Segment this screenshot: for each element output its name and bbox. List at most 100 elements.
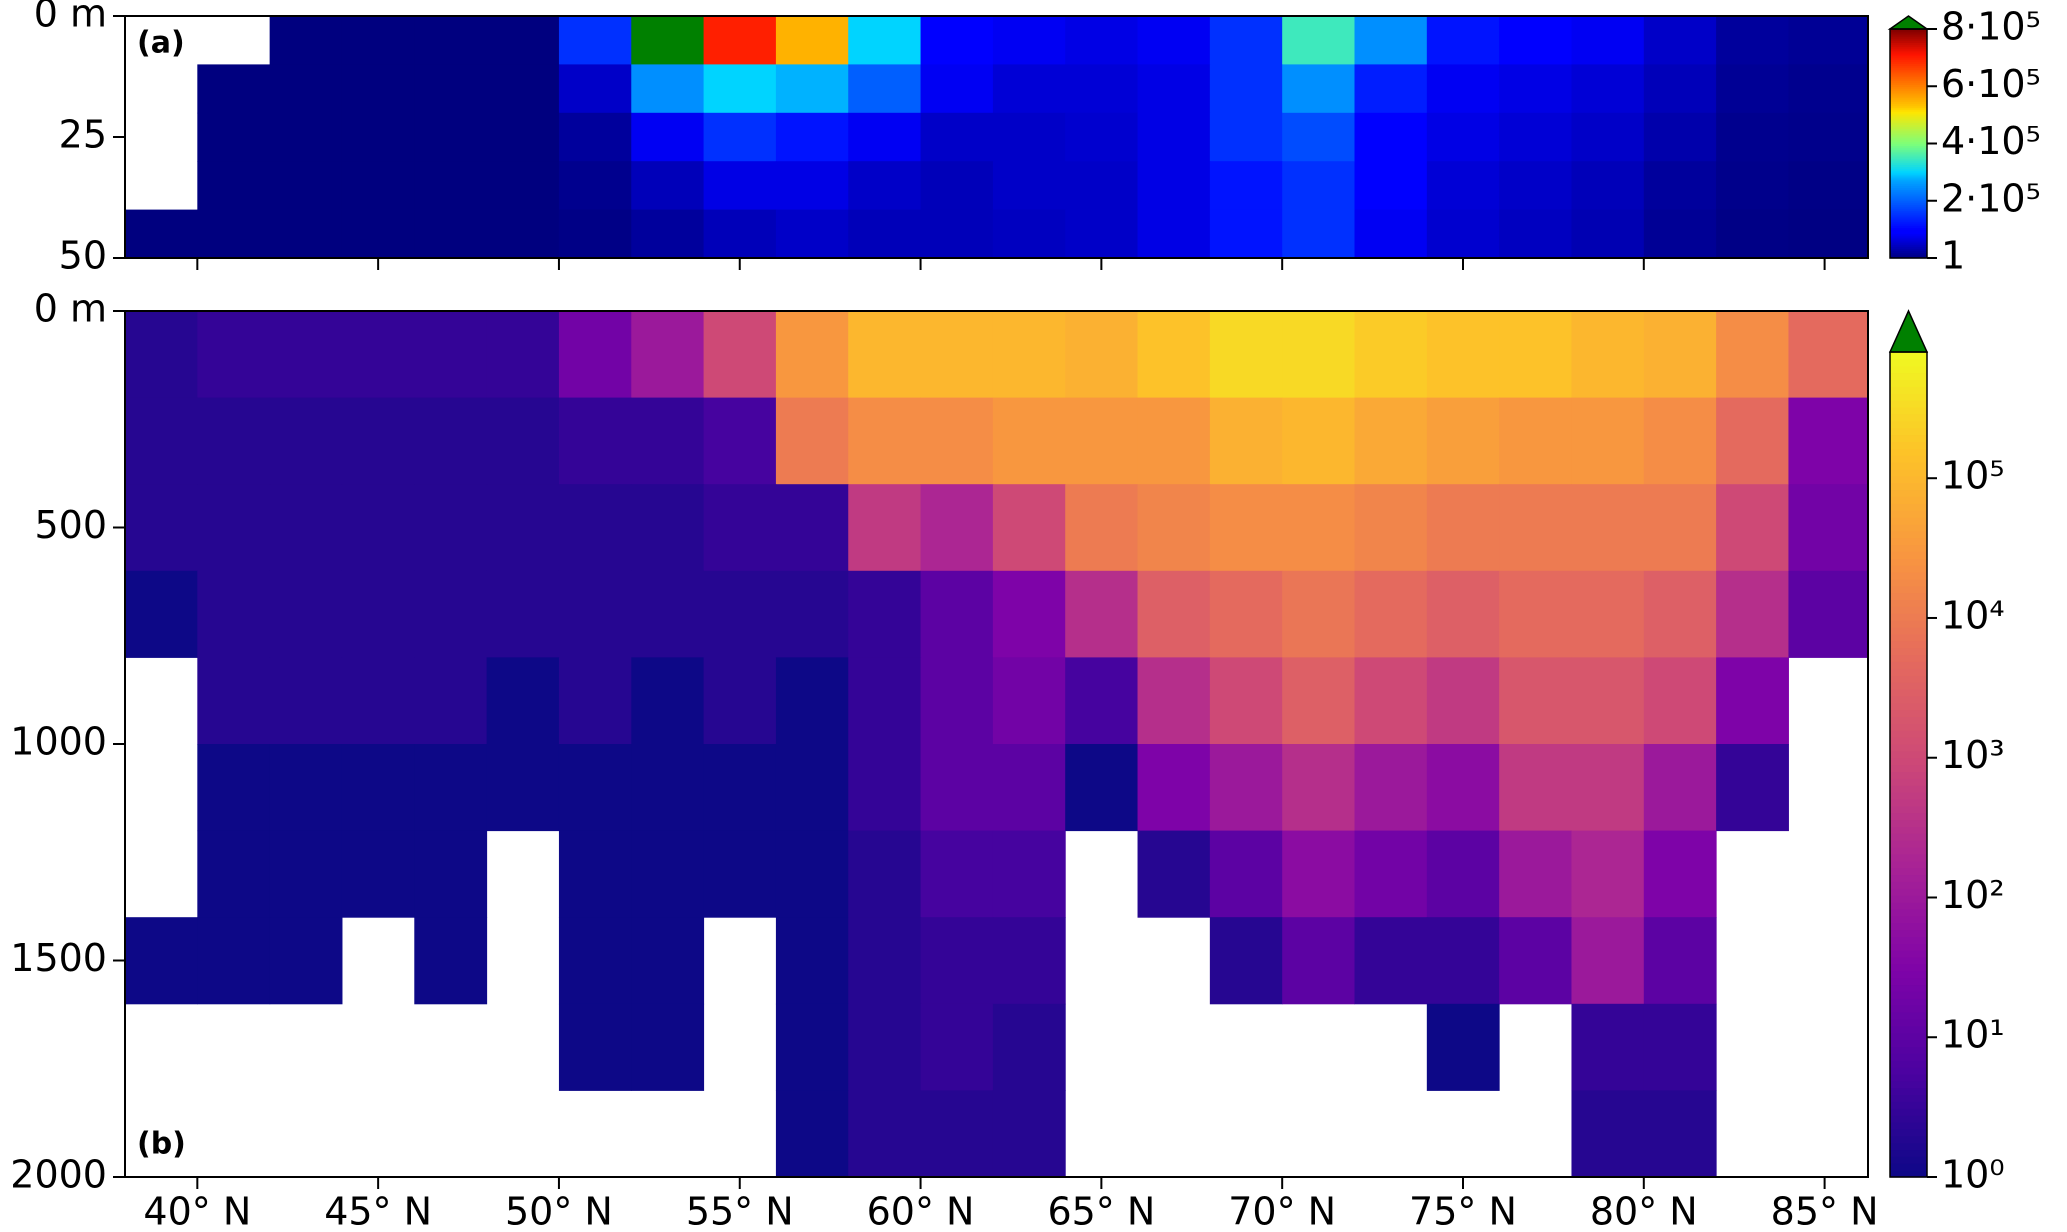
heatmap-cell (1716, 64, 1789, 114)
heatmap-cell (775, 112, 849, 162)
heatmap-cell (1716, 744, 1789, 832)
heatmap-cell (631, 64, 705, 114)
heatmap-cell (1065, 16, 1139, 65)
colorbar-segment (1890, 407, 1927, 415)
colorbar-segment (1890, 175, 1927, 179)
colorbar-segment (1890, 915, 1927, 924)
heatmap-cell (1282, 16, 1356, 65)
heatmap-cell (269, 830, 343, 918)
colorbar-segment (1890, 537, 1927, 546)
colorbar-segment (1890, 805, 1927, 814)
heatmap-cell (703, 209, 777, 259)
heatmap-cell (631, 209, 705, 259)
heatmap-cell (992, 1090, 1066, 1178)
heatmap-cell (341, 397, 415, 485)
heatmap-cell (1571, 209, 1645, 259)
colorbar-segment (1890, 778, 1927, 786)
colorbar-segment (1890, 139, 1927, 143)
colorbar-segment (1890, 124, 1927, 127)
heatmap-cell (414, 830, 488, 918)
colorbar-segment (1890, 248, 1927, 251)
colorbar-segment (1890, 76, 1927, 80)
heatmap-cell (558, 397, 632, 485)
heatmap-cell (197, 64, 271, 114)
colorbar-segment (1890, 252, 1927, 255)
heatmap-cell (269, 311, 343, 399)
heatmap-cell (1571, 570, 1645, 658)
heatmap-cell (992, 830, 1066, 918)
heatmap-cell (1716, 657, 1789, 745)
colorbar-segment (1890, 126, 1927, 129)
colorbar-tick-label: 8·10⁵ (1941, 5, 2041, 49)
heatmap-cell (1065, 112, 1139, 162)
heatmap-cell (558, 484, 632, 572)
heatmap-cell (1137, 744, 1211, 832)
colorbar-segment (1890, 235, 1927, 238)
colorbar-segment (1890, 84, 1927, 87)
heatmap-cell (414, 484, 488, 572)
heatmap-cell (1282, 209, 1356, 259)
heatmap-cell (414, 311, 488, 399)
heatmap-cell (631, 830, 705, 918)
colorbar-tick-label: 1 (1941, 234, 1965, 278)
heatmap-cell (775, 311, 849, 399)
heatmap-cell (1137, 161, 1211, 211)
colorbar-segment (1890, 427, 1927, 436)
heatmap-cell (1426, 1003, 1500, 1091)
heatmap-cell (1571, 397, 1645, 485)
heatmap-cell (414, 161, 488, 211)
heatmap-cell (703, 161, 777, 211)
heatmap-cell (197, 744, 271, 832)
colorbar-segment (1890, 496, 1927, 504)
heatmap-cell (848, 112, 922, 162)
colorbar-segment (1890, 462, 1927, 470)
heatmap-cell (125, 570, 198, 658)
heatmap-cell (848, 1003, 922, 1091)
heatmap-cell (1643, 64, 1717, 114)
colorbar-segment (1890, 950, 1927, 958)
colorbar-segment (1890, 627, 1927, 635)
colorbar-segment (1890, 640, 1927, 649)
colorbar-segment (1890, 111, 1927, 114)
heatmap-cell (920, 657, 994, 745)
colorbar-segment (1890, 441, 1927, 449)
heatmap-cell (486, 744, 560, 832)
heatmap-cell (1354, 484, 1428, 572)
heatmap-cell (920, 570, 994, 658)
colorbar-segment (1890, 1156, 1927, 1164)
colorbar-segment (1890, 517, 1927, 525)
colorbar-segment (1890, 227, 1927, 230)
colorbar-segment (1890, 195, 1927, 198)
colorbar-segment (1890, 82, 1927, 85)
heatmap-cell (1716, 161, 1789, 211)
colorbar-segment (1890, 1018, 1927, 1027)
heatmap-cell (703, 311, 777, 399)
heatmap-cell (848, 16, 922, 65)
heatmap-cell (1571, 917, 1645, 1005)
y-tick-label: 0 m (34, 287, 107, 331)
heatmap-cell (1137, 484, 1211, 572)
heatmap-cell (775, 209, 849, 259)
heatmap-cell (1065, 311, 1139, 399)
heatmap-cell (269, 570, 343, 658)
y-tick-label: 500 (34, 503, 107, 547)
heatmap-cell (1209, 64, 1283, 114)
colorbar-segment (1890, 682, 1927, 690)
heatmap-cell (992, 744, 1066, 832)
x-tick-label: 85° N (1771, 1190, 1879, 1232)
colorbar-segment (1890, 379, 1927, 387)
colorbar-segment (1890, 957, 1927, 965)
colorbar-segment (1890, 929, 1927, 937)
heatmap-cell (1788, 570, 1869, 658)
heatmap-cell (775, 830, 849, 918)
colorbar-segment (1890, 661, 1927, 669)
heatmap-cell (1282, 64, 1356, 114)
colorbar-segment (1890, 688, 1927, 697)
colorbar-segment (1890, 826, 1927, 834)
heatmap-cell (631, 311, 705, 399)
colorbar-segment (1890, 97, 1927, 101)
colorbar-segment (1890, 372, 1927, 381)
colorbar-segment (1890, 233, 1927, 236)
heatmap-cell (1716, 397, 1789, 485)
